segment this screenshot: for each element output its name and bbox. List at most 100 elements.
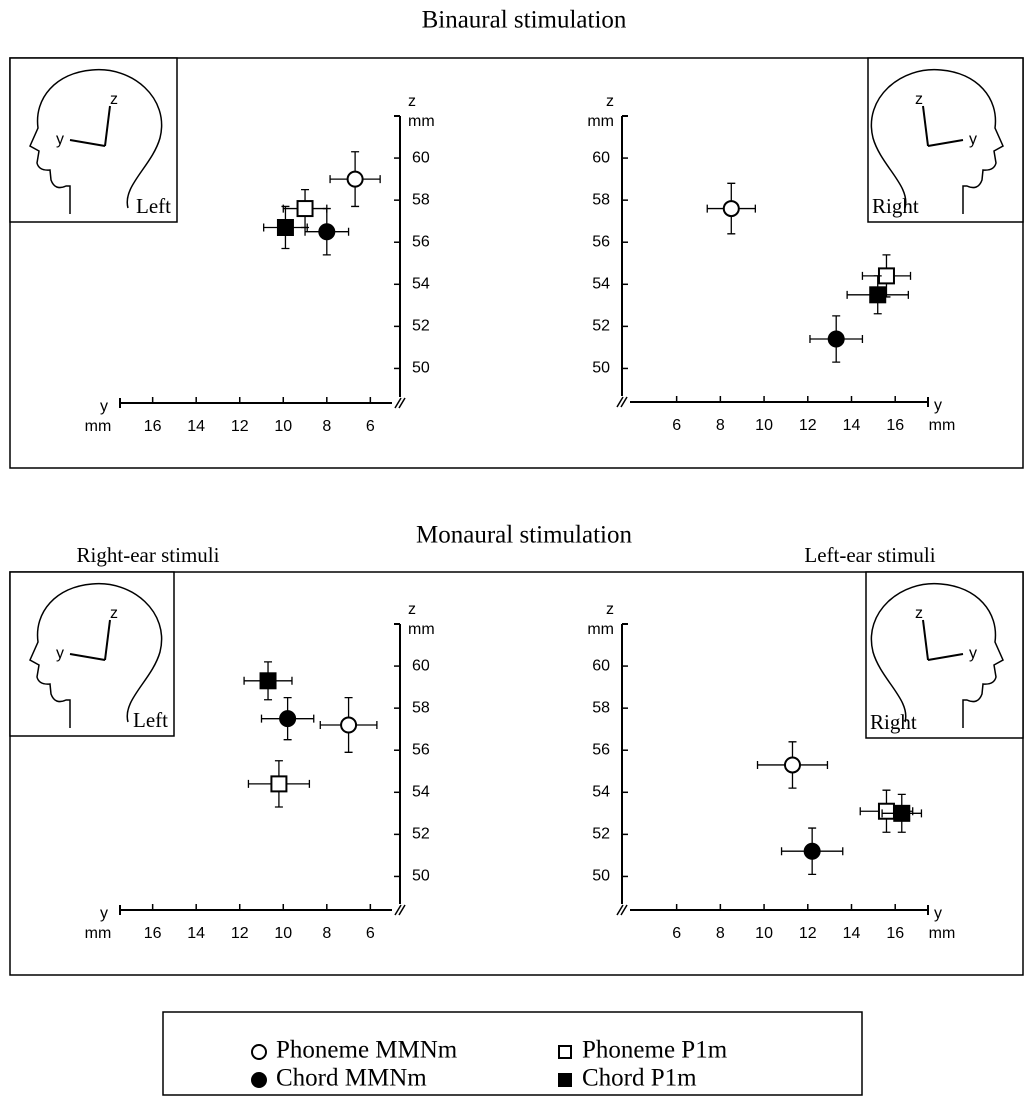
point [893, 804, 911, 822]
x-tick-label: 6 [366, 418, 375, 435]
inset-frame [867, 57, 1024, 223]
panel-frame [9, 57, 1024, 469]
x-tick-label: 8 [322, 418, 331, 435]
inset-label: Right [870, 710, 917, 734]
x-tick-label: 6 [672, 417, 681, 434]
y-tick-label: 60 [412, 657, 430, 674]
y-axis-unit: mm [408, 113, 435, 130]
section-heading: Monaural stimulation [416, 522, 632, 549]
x-axis-unit: mm [929, 417, 956, 434]
x-tick-label: 10 [755, 417, 773, 434]
x-tick-label: 10 [274, 925, 292, 942]
y-tick-label: 56 [412, 233, 430, 250]
head-inset [29, 582, 163, 728]
point [296, 200, 314, 218]
x-tick-label: 8 [322, 925, 331, 942]
inset-frame [9, 571, 175, 737]
legend-frame [162, 1011, 863, 1096]
inset-axis-label: z [110, 605, 118, 622]
y-axis-unit: mm [587, 621, 614, 638]
axis-break [616, 904, 628, 916]
y-axis-unit: mm [587, 113, 614, 130]
y-tick-label: 58 [592, 191, 610, 208]
y-tick-label: 60 [592, 149, 610, 166]
y-tick-label: 52 [412, 826, 430, 843]
x-tick-label: 6 [366, 925, 375, 942]
x-tick-label: 12 [231, 925, 249, 942]
inset-axis-label: y [56, 131, 64, 148]
y-tick-label: 54 [412, 784, 430, 801]
x-axis-label: y [934, 905, 942, 922]
legend-marker [558, 1073, 572, 1087]
inset-frame [9, 57, 178, 223]
inset-label: Right [872, 194, 919, 218]
y-tick-label: 52 [592, 826, 610, 843]
point [803, 842, 821, 860]
head-outline [870, 68, 1004, 214]
head-inset [870, 68, 1004, 214]
point [340, 716, 358, 734]
x-tick-label: 6 [672, 925, 681, 942]
y-tick-label: 56 [592, 233, 610, 250]
inset-frame [865, 571, 1024, 739]
x-tick-label: 12 [799, 925, 817, 942]
head-outline [29, 68, 163, 214]
legend-marker [251, 1072, 267, 1088]
inset-axis-label: z [915, 91, 923, 108]
head-axes [69, 105, 111, 147]
x-axis-unit: mm [85, 925, 112, 942]
x-tick-label: 8 [716, 925, 725, 942]
panel-subtitle: Left-ear stimuli [804, 543, 935, 567]
y-tick-label: 50 [412, 868, 430, 885]
x-axis-unit: mm [85, 418, 112, 435]
panel-frame [9, 571, 1024, 976]
point [259, 672, 277, 690]
head-axes [69, 619, 111, 661]
head-outline [870, 582, 1004, 728]
axis-break [616, 396, 628, 408]
y-tick-label: 60 [412, 149, 430, 166]
axis-break [394, 904, 406, 916]
x-tick-label: 14 [843, 417, 861, 434]
inset-axis-label: y [969, 645, 977, 662]
y-tick-label: 58 [592, 699, 610, 716]
y-tick-label: 56 [592, 741, 610, 758]
inset-axis-label: z [110, 91, 118, 108]
point [877, 802, 895, 820]
y-tick-label: 56 [412, 741, 430, 758]
head-outline [29, 582, 163, 728]
inset-axis-label: y [969, 131, 977, 148]
inset-axis-label: z [915, 605, 923, 622]
x-tick-label: 8 [716, 417, 725, 434]
x-tick-label: 16 [886, 925, 904, 942]
inset-axis-label: y [56, 645, 64, 662]
section-heading: Binaural stimulation [422, 7, 627, 34]
x-axis-unit: mm [929, 925, 956, 942]
x-tick-label: 16 [886, 417, 904, 434]
y-axis-label: z [408, 601, 416, 618]
y-tick-label: 54 [592, 276, 610, 293]
x-axis-label: y [100, 905, 108, 922]
x-tick-label: 14 [187, 418, 205, 435]
y-axis-label: z [606, 601, 614, 618]
point [279, 710, 297, 728]
point [276, 218, 294, 236]
y-tick-label: 58 [412, 191, 430, 208]
point [270, 775, 288, 793]
x-axis-label: y [100, 398, 108, 415]
y-tick-label: 58 [412, 699, 430, 716]
y-tick-label: 54 [592, 784, 610, 801]
x-tick-label: 16 [144, 418, 162, 435]
x-tick-label: 12 [231, 418, 249, 435]
point [318, 223, 336, 241]
y-axis-unit: mm [408, 621, 435, 638]
x-tick-label: 10 [274, 418, 292, 435]
y-tick-label: 54 [412, 276, 430, 293]
y-axis-label: z [408, 93, 416, 110]
head-inset [29, 68, 163, 214]
legend-label: Chord MMNm [276, 1065, 427, 1092]
axis-break [394, 397, 406, 409]
legend-label: Phoneme P1m [582, 1037, 728, 1064]
